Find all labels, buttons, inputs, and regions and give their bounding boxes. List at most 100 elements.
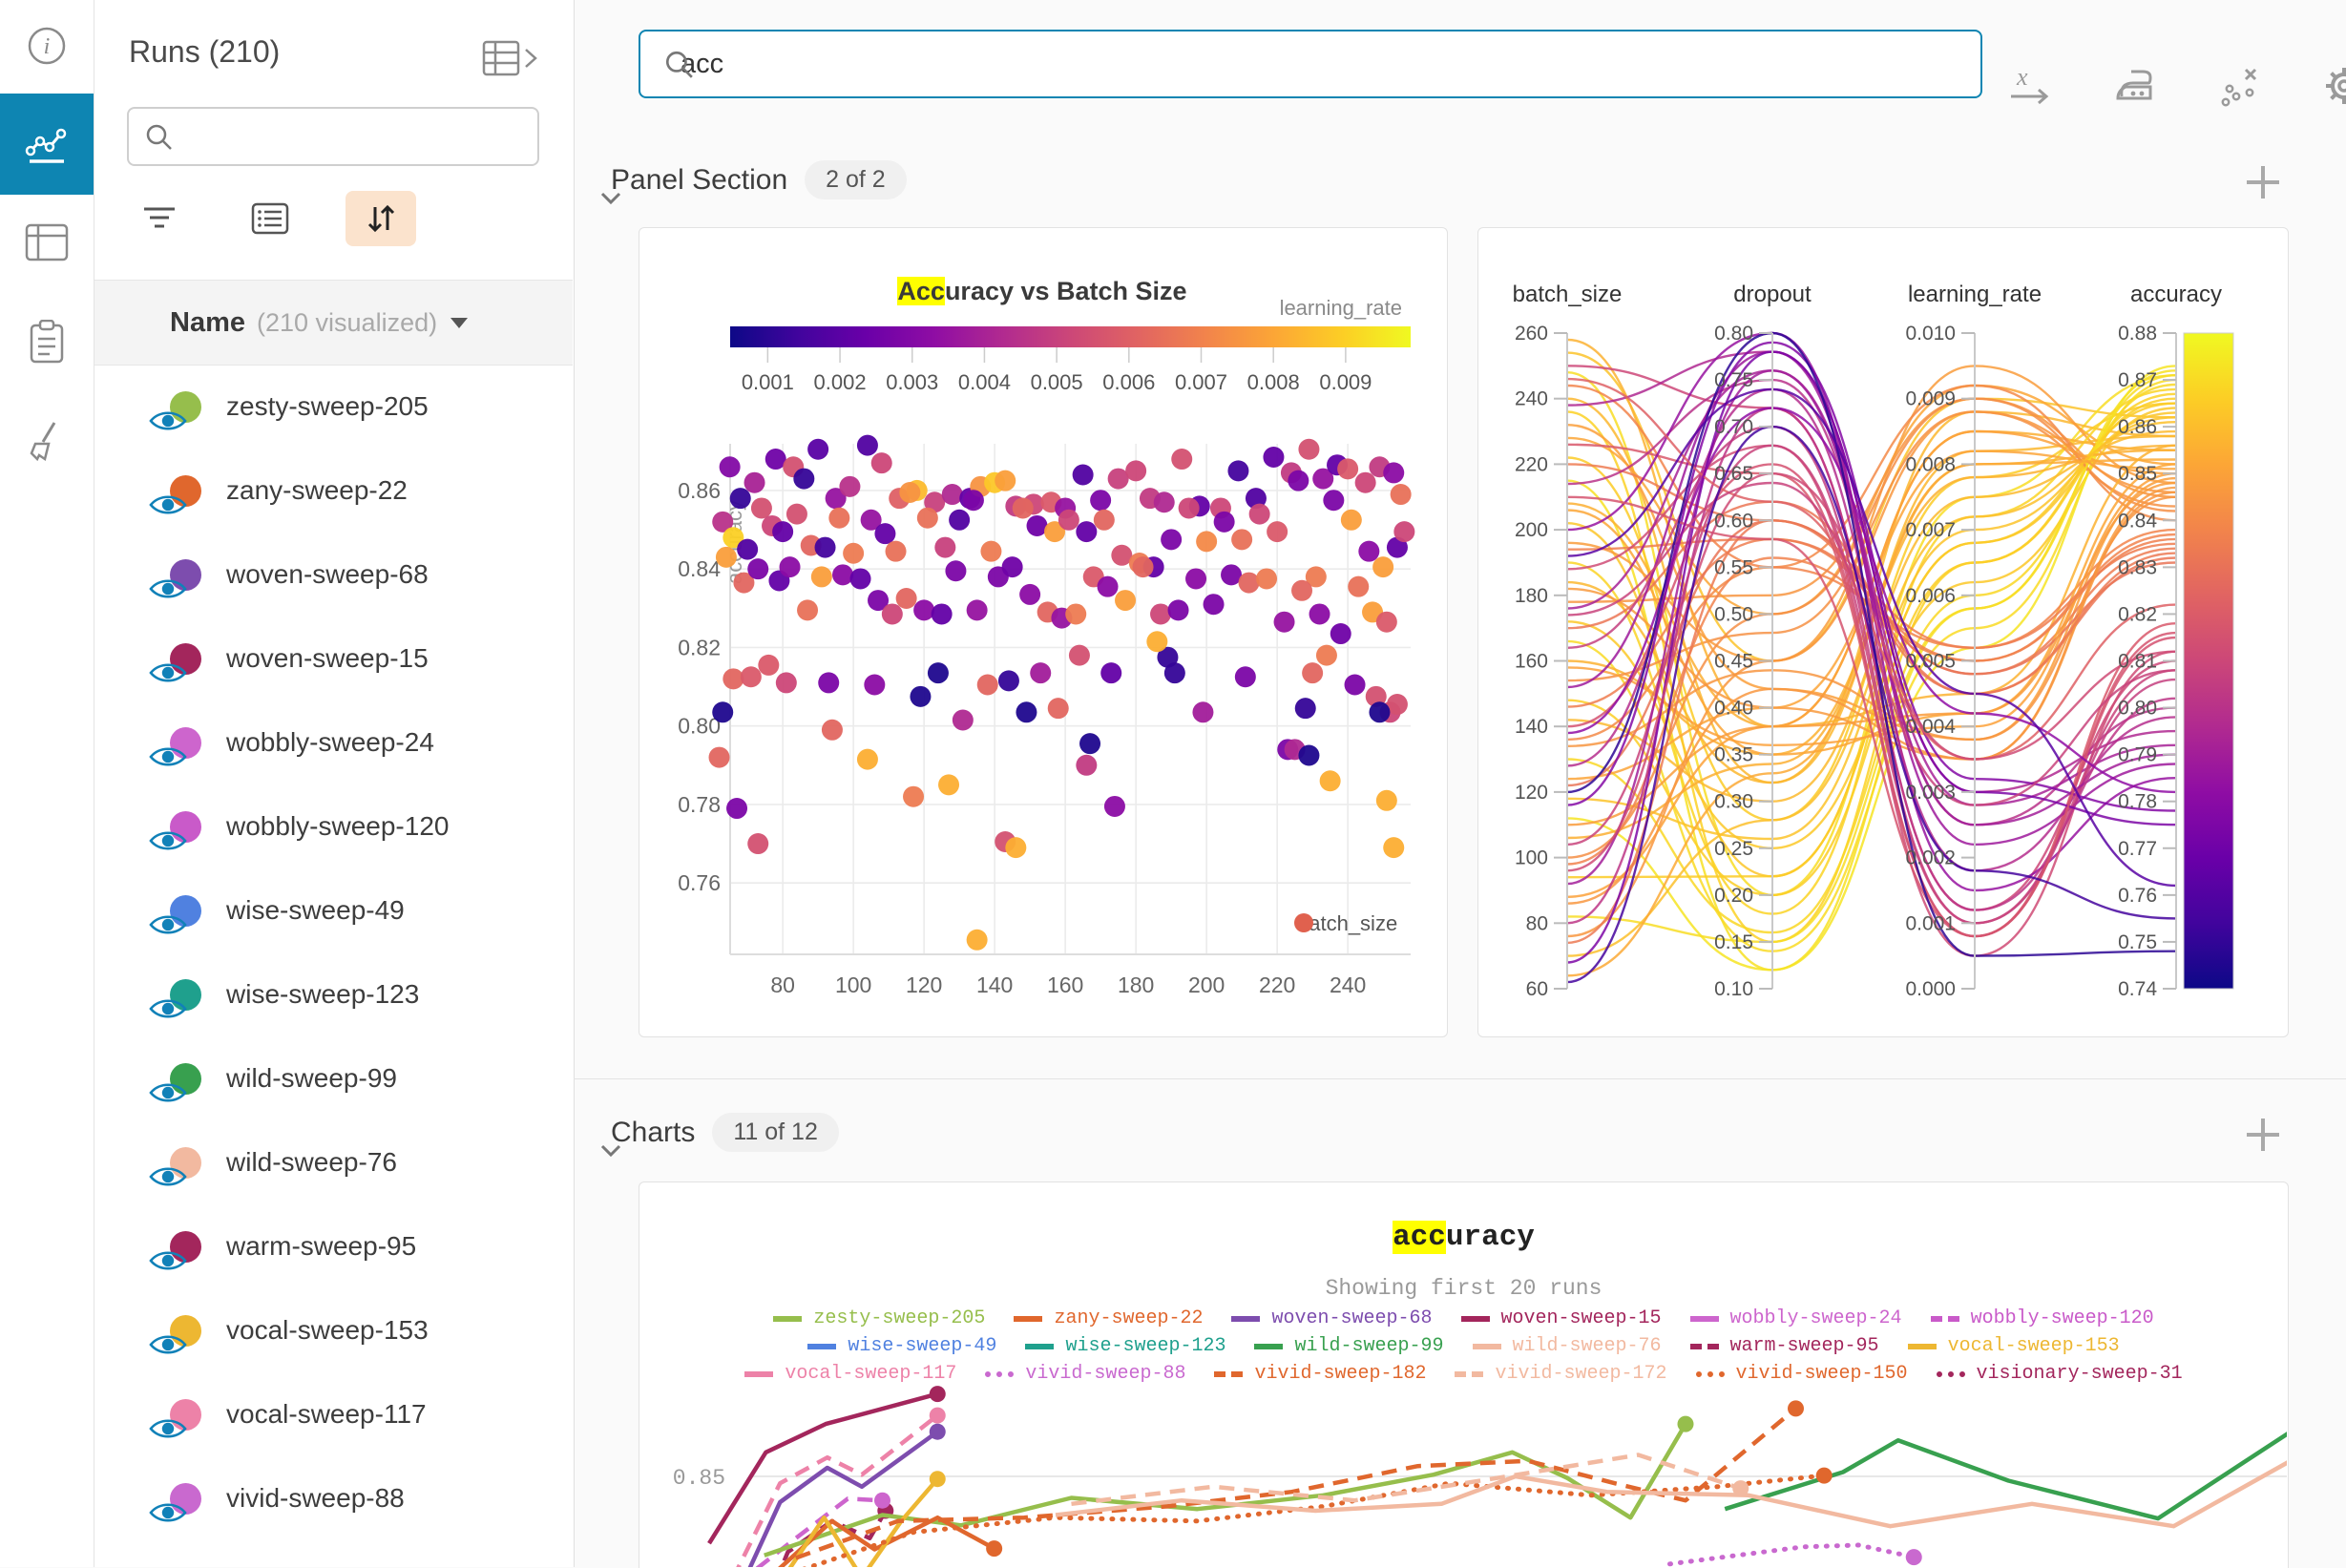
svg-text:160: 160 (1515, 651, 1548, 673)
run-row[interactable]: vivid-sweep-88 (94, 1456, 573, 1540)
run-row[interactable]: wobbly-sweep-120 (94, 784, 573, 868)
run-name: vocal-sweep-153 (226, 1315, 429, 1345)
search-icon (146, 124, 172, 150)
svg-text:0.83: 0.83 (2118, 556, 2157, 578)
accuracy-line-chart[interactable]: 0.85 (639, 1360, 2287, 1567)
legend-item[interactable]: vivid-sweep-172 (1455, 1363, 1667, 1385)
runs-search-input[interactable] (156, 120, 474, 153)
chevron-down-icon[interactable] (450, 317, 469, 328)
svg-text:0.65: 0.65 (1714, 463, 1753, 485)
svg-text:0.000: 0.000 (1905, 978, 1956, 1000)
run-row[interactable]: zany-sweep-22 (94, 449, 573, 533)
svg-text:0.60: 0.60 (1714, 510, 1753, 532)
legend-line-marker (1689, 1315, 1719, 1322)
run-color-dot (170, 474, 201, 507)
accuracy-chart-subtitle: Showing first 20 runs (1325, 1276, 1602, 1301)
legend-item[interactable]: vocal-sweep-153 (1907, 1335, 2120, 1357)
workspace-charts-icon[interactable] (0, 94, 94, 195)
info-icon[interactable]: i (0, 11, 94, 80)
filter-icon[interactable] (124, 191, 195, 246)
svg-text:0.007: 0.007 (1175, 370, 1227, 394)
legend-item[interactable]: warm-sweep-95 (1689, 1335, 1879, 1357)
svg-text:0.002: 0.002 (814, 370, 867, 394)
sort-icon[interactable] (346, 191, 416, 246)
svg-text:100: 100 (1515, 847, 1548, 869)
svg-text:0.10: 0.10 (1714, 978, 1753, 1000)
run-row[interactable]: wise-sweep-49 (94, 868, 573, 952)
section-divider (574, 1078, 2346, 1079)
scatter-panel-card[interactable] (639, 227, 1448, 1037)
run-name: warm-sweep-95 (226, 1231, 417, 1261)
legend-item[interactable]: wild-sweep-99 (1254, 1335, 1444, 1357)
svg-text:0.50: 0.50 (1714, 603, 1753, 625)
runs-panel-title: Runs (210) (129, 34, 281, 69)
panel-search-input[interactable] (679, 47, 1828, 81)
svg-text:0.85: 0.85 (673, 1466, 725, 1491)
legend-line-marker (1695, 1370, 1725, 1377)
legend-item[interactable]: zany-sweep-22 (1014, 1307, 1203, 1329)
run-row[interactable]: wise-sweep-123 (94, 952, 573, 1036)
svg-text:0.005: 0.005 (1905, 651, 1956, 673)
svg-text:0.84: 0.84 (678, 556, 721, 581)
svg-text:120: 120 (906, 972, 942, 997)
run-row[interactable]: wild-sweep-99 (94, 1036, 573, 1120)
svg-text:0.008: 0.008 (1905, 453, 1956, 475)
legend-item[interactable]: vivid-sweep-182 (1214, 1363, 1426, 1385)
svg-text:0.007: 0.007 (1905, 519, 1956, 541)
parallel-coordinates-plot[interactable]: batch_size 260 240 220 200 180 160 140 120 100 80 6… (1477, 227, 2287, 1035)
run-row[interactable]: zesty-sweep-205 (94, 365, 573, 449)
svg-text:80: 80 (770, 972, 795, 997)
run-row[interactable]: wild-sweep-76 (94, 1120, 573, 1204)
svg-text:0.004: 0.004 (958, 370, 1011, 394)
svg-text:240: 240 (1330, 972, 1366, 997)
run-row[interactable]: vocal-sweep-117 (94, 1372, 573, 1456)
svg-text:0.001: 0.001 (742, 370, 794, 394)
run-row[interactable]: warm-sweep-95 (94, 1204, 573, 1288)
run-name: vivid-sweep-88 (226, 1483, 405, 1513)
run-row[interactable]: woven-sweep-15 (94, 617, 573, 700)
svg-text:120: 120 (1515, 782, 1548, 804)
legend-item[interactable]: visionary-sweep-31 (1936, 1363, 2183, 1385)
svg-text:0.45: 0.45 (1714, 651, 1753, 673)
legend-item[interactable]: wise-sweep-123 (1025, 1335, 1225, 1357)
svg-text:0.004: 0.004 (1905, 716, 1956, 738)
svg-text:0.55: 0.55 (1714, 556, 1753, 578)
table-icon[interactable] (0, 208, 94, 277)
svg-text:0.75: 0.75 (2118, 931, 2157, 953)
legend-item[interactable]: wise-sweep-49 (807, 1335, 996, 1357)
svg-text:0.70: 0.70 (1714, 416, 1753, 438)
legend-item[interactable]: vivid-sweep-88 (985, 1363, 1185, 1385)
svg-text:0.006: 0.006 (1102, 370, 1155, 394)
runs-name-header[interactable]: Name (210 visualized) (94, 280, 573, 366)
scatter-plot[interactable]: learning_rate 0.001 0.002 0.003 0.004 0.005 0.… (639, 227, 1446, 1035)
legend-item[interactable]: vocal-sweep-117 (744, 1363, 956, 1385)
legend-item[interactable]: vivid-sweep-150 (1695, 1363, 1908, 1385)
svg-text:0.001: 0.001 (1905, 912, 1956, 934)
group-list-icon[interactable] (235, 191, 305, 246)
logs-clipboard-icon[interactable] (0, 307, 94, 376)
svg-text:0.35: 0.35 (1714, 744, 1753, 766)
legend-item[interactable]: wobbly-sweep-24 (1689, 1307, 1902, 1329)
svg-text:180: 180 (1515, 585, 1548, 607)
svg-text:0.20: 0.20 (1714, 885, 1753, 907)
run-name: zany-sweep-22 (226, 475, 408, 505)
svg-text:0.85: 0.85 (2118, 463, 2157, 485)
legend-item[interactable]: woven-sweep-15 (1460, 1307, 1662, 1329)
legend-item[interactable]: wobbly-sweep-120 (1930, 1307, 2154, 1329)
legend-line-marker (1472, 1343, 1501, 1349)
search-icon (665, 51, 693, 78)
run-row[interactable]: wobbly-sweep-24 (94, 700, 573, 784)
run-name: wild-sweep-76 (226, 1147, 397, 1177)
run-row[interactable]: vocal-sweep-153 (94, 1288, 573, 1372)
svg-text:0.86: 0.86 (678, 478, 721, 503)
charts-section-header: Charts 11 of 12 (594, 1113, 839, 1157)
cleanup-broom-icon[interactable] (0, 407, 94, 475)
legend-item[interactable]: wild-sweep-76 (1472, 1335, 1662, 1357)
legend-item[interactable]: woven-sweep-68 (1231, 1307, 1433, 1329)
legend-item[interactable]: zesty-sweep-205 (773, 1307, 985, 1329)
run-color-dot (170, 1146, 201, 1179)
runs-panel (94, 0, 575, 1567)
svg-text:0.010: 0.010 (1905, 323, 1956, 345)
svg-text:0.002: 0.002 (1905, 847, 1956, 869)
run-row[interactable]: woven-sweep-68 (94, 533, 573, 617)
